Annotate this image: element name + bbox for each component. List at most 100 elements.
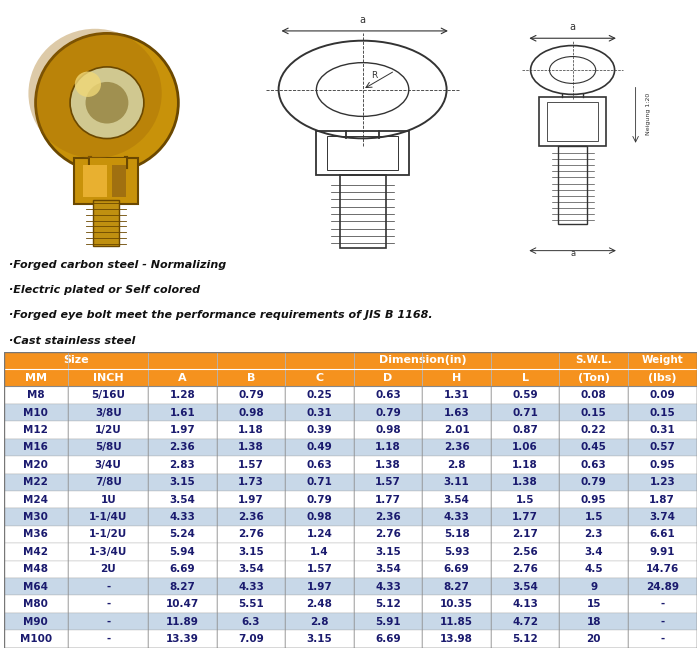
Bar [422,578,491,596]
Text: 6.69: 6.69 [169,564,195,574]
Text: 0.09: 0.09 [650,390,675,400]
Bar [354,456,422,473]
Text: 2.36: 2.36 [169,443,195,452]
Text: 3.54: 3.54 [238,564,264,574]
Bar [628,596,696,613]
Text: 1.18: 1.18 [375,443,401,452]
Text: 1.87: 1.87 [650,495,676,505]
Bar [217,473,286,491]
Bar [112,165,126,197]
Text: B: B [247,372,256,383]
Bar [422,491,491,508]
Text: 3/8U: 3/8U [94,408,122,417]
Bar [74,158,138,204]
Text: M22: M22 [23,477,48,487]
Text: 0.31: 0.31 [307,408,332,417]
Text: R: R [371,71,377,79]
Bar [340,175,386,248]
Text: 2.17: 2.17 [512,529,538,540]
Bar [148,578,217,596]
Text: 3.15: 3.15 [238,547,264,557]
Bar [68,596,148,613]
Text: 2.36: 2.36 [238,512,264,522]
Bar [217,456,286,473]
Text: 0.15: 0.15 [581,408,607,417]
Text: ·Cast stainless steel: ·Cast stainless steel [9,336,135,346]
Bar [286,561,354,578]
Bar [628,561,696,578]
Text: 0.71: 0.71 [512,408,538,417]
Text: -: - [106,582,111,592]
Bar [68,369,148,387]
Bar [68,613,148,630]
Bar [68,543,148,561]
Text: 0.08: 0.08 [581,390,607,400]
Bar [68,387,148,404]
Text: Size: Size [63,355,89,365]
Text: M16: M16 [23,443,48,452]
Text: 3.11: 3.11 [444,477,470,487]
Text: 3.54: 3.54 [444,495,470,505]
Bar [559,387,628,404]
Bar [354,421,422,439]
Text: M90: M90 [24,616,48,627]
Bar [148,456,217,473]
Text: 1.77: 1.77 [512,512,538,522]
Bar [628,491,696,508]
Text: 0.25: 0.25 [307,390,332,400]
Bar [217,508,286,526]
Bar [422,473,491,491]
Bar [422,613,491,630]
Bar [286,630,354,648]
Bar [148,543,217,561]
Bar [491,404,559,421]
Bar [539,97,606,146]
Text: 5.12: 5.12 [512,634,538,644]
Bar [628,387,696,404]
Text: 2.8: 2.8 [310,616,329,627]
Bar [286,404,354,421]
Bar [354,561,422,578]
Bar [559,596,628,613]
Text: 0.98: 0.98 [375,425,401,435]
Text: S.W.L.: S.W.L. [575,355,612,365]
Text: 5.24: 5.24 [169,529,195,540]
Text: L: L [522,372,528,383]
Text: 1.28: 1.28 [169,390,195,400]
Bar [558,146,587,224]
Text: M30: M30 [23,512,48,522]
Bar [217,561,286,578]
Text: ·Forged carbon steel - Normalizing: ·Forged carbon steel - Normalizing [9,260,226,270]
Text: 1.61: 1.61 [169,408,195,417]
Text: 0.79: 0.79 [238,390,264,400]
Text: 6.61: 6.61 [650,529,675,540]
Text: 9.91: 9.91 [650,547,675,557]
Text: 14.76: 14.76 [645,564,679,574]
Bar [68,421,148,439]
Text: 1.57: 1.57 [375,477,401,487]
Bar [68,491,148,508]
Text: 5/8U: 5/8U [94,443,122,452]
Bar [286,421,354,439]
Text: 18: 18 [587,616,601,627]
Bar [559,352,628,369]
Bar [4,473,68,491]
Bar [491,543,559,561]
Text: 2.01: 2.01 [444,425,470,435]
Text: (lbs): (lbs) [648,372,676,383]
Text: 0.49: 0.49 [307,443,332,452]
Bar [628,369,696,387]
Text: -: - [660,616,664,627]
Text: 13.98: 13.98 [440,634,473,644]
Bar [68,578,148,596]
Bar [628,613,696,630]
Bar [92,200,119,246]
Text: a: a [360,15,365,25]
Text: -: - [660,634,664,644]
Bar [491,613,559,630]
Text: 5.91: 5.91 [375,616,401,627]
Bar [491,630,559,648]
Text: M100: M100 [20,634,52,644]
Text: M48: M48 [23,564,48,574]
Bar [422,421,491,439]
